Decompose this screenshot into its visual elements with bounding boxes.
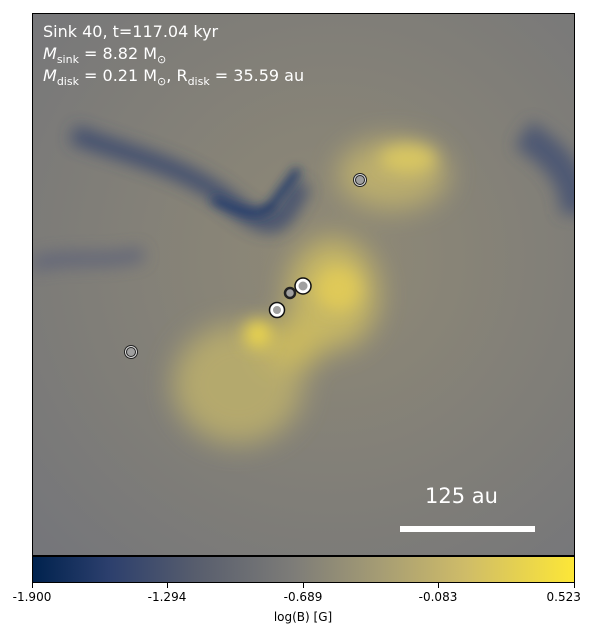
- colorbar-label: log(B) [G]: [273, 610, 333, 624]
- colorbar-tick: [574, 583, 575, 588]
- map-image: [33, 14, 574, 555]
- sun-symbol: ⊙: [157, 53, 167, 67]
- disk-mass-value: = 0.21 M: [78, 66, 158, 85]
- colorbar-tick: [167, 583, 168, 588]
- colorbar-tick-label: -1.294: [147, 590, 187, 604]
- disk-mass-subscript: disk: [56, 75, 79, 89]
- colorbar-tick-label: 0.523: [546, 590, 581, 604]
- mass-subscript: sink: [56, 53, 79, 67]
- mass-symbol: M: [43, 44, 57, 63]
- disk-radius-value: = 35.59 au: [209, 66, 305, 85]
- mass-value: = 8.82 M: [78, 44, 158, 63]
- colorbar-tick-label: -0.083: [418, 590, 458, 604]
- colorbar-tick: [32, 583, 33, 588]
- disk-radius-subscript: disk: [187, 75, 210, 89]
- sink-title: Sink 40, t=117.04 kyr: [43, 22, 219, 41]
- scalebar-label: 125 au: [425, 484, 498, 508]
- colorbar-tick-label: -0.689: [283, 590, 323, 604]
- disk-properties: Mdisk = 0.21 M⊙, Rdisk = 35.59 au: [43, 65, 304, 92]
- colorbar-tick-label: -1.900: [12, 590, 52, 604]
- scalebar-line: [400, 526, 535, 532]
- colorbar-tick: [303, 583, 304, 588]
- disk-mass-symbol: M: [43, 66, 57, 85]
- colorbar: [32, 556, 575, 583]
- disk-radius-prefix: , R: [166, 66, 188, 85]
- colorbar-tick: [438, 583, 439, 588]
- sun-symbol-2: ⊙: [157, 75, 167, 89]
- magnetic-field-map: Sink 40, t=117.04 kyr Msink = 8.82 M⊙ Md…: [32, 13, 575, 556]
- sink-mass: Msink = 8.82 M⊙: [43, 43, 166, 70]
